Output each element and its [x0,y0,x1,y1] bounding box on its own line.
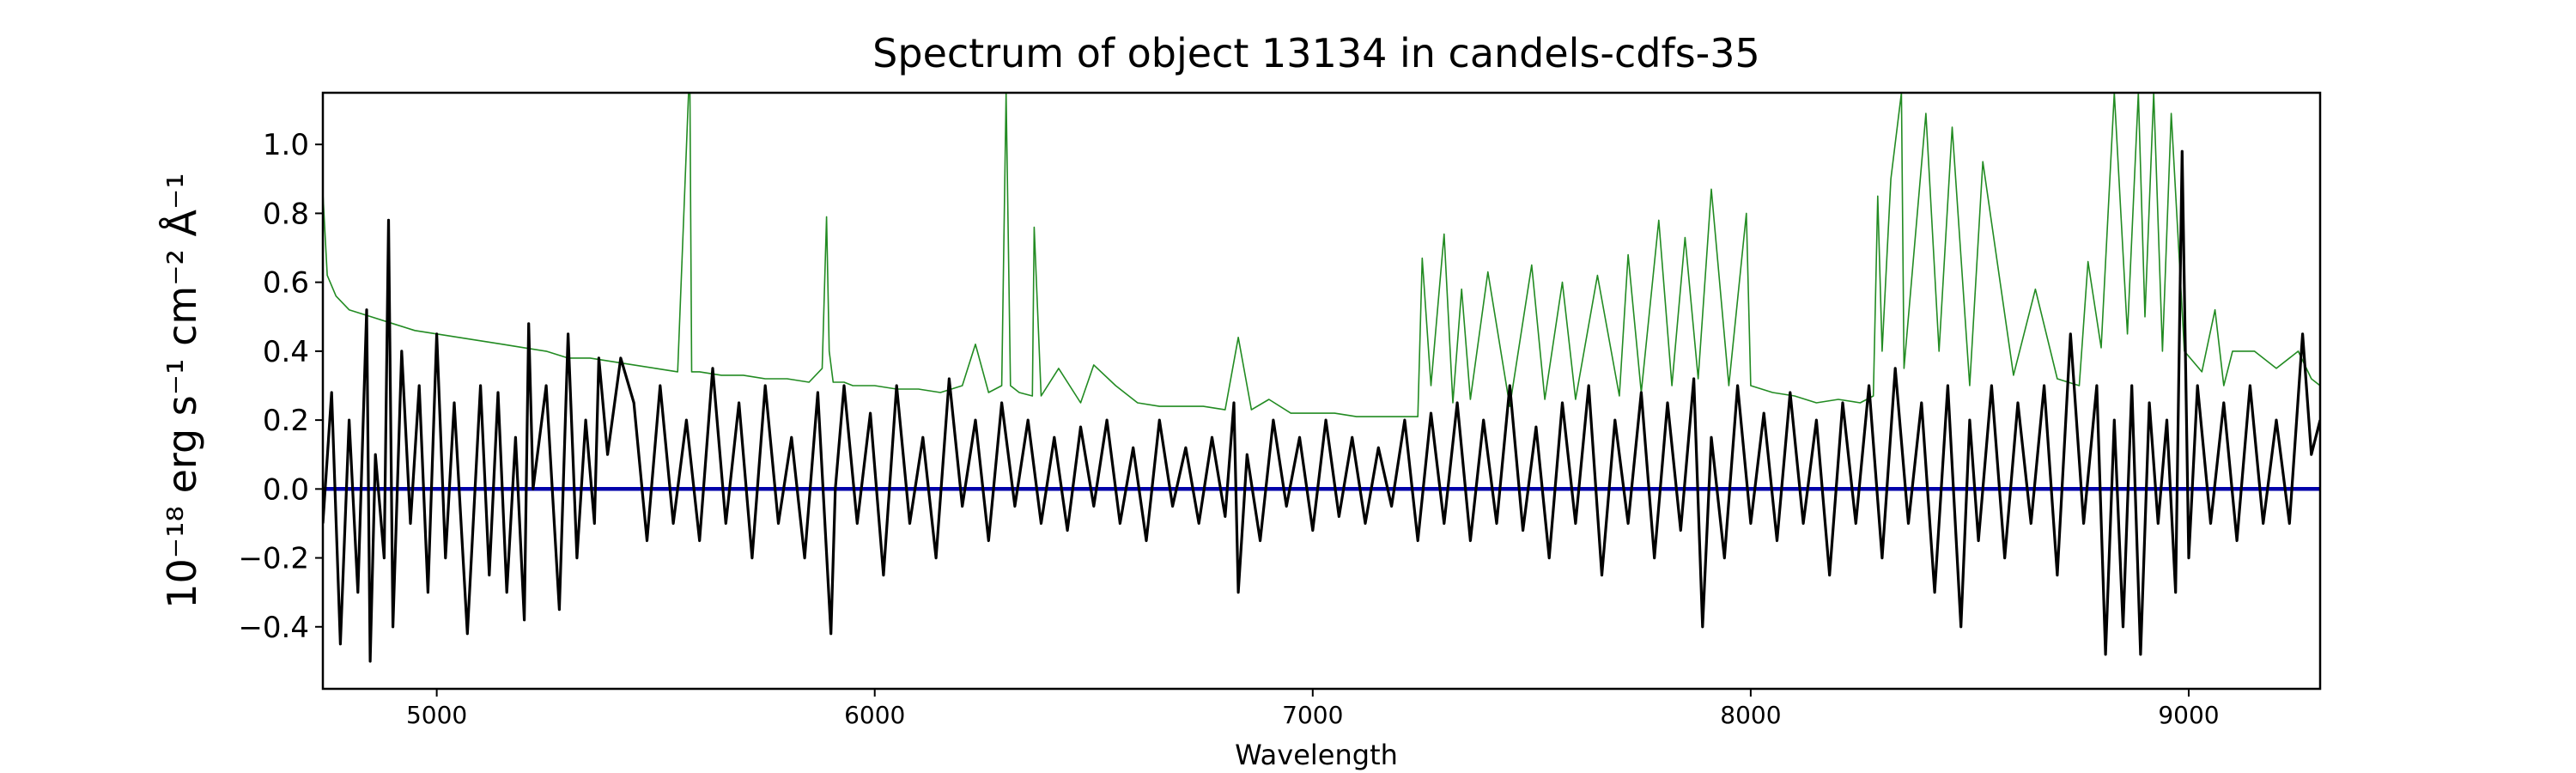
y-tick-label: 0.8 [263,197,309,231]
y-tick-label: 0.2 [263,404,309,438]
plot-frame [321,91,2322,691]
x-axis-label: Wavelength [1235,739,1398,771]
y-tick-label: 0.0 [263,472,309,507]
y-axis-label: 10⁻¹⁸ erg s⁻¹ cm⁻² Å⁻¹ [159,173,205,608]
x-tick-label: 5000 [406,701,467,729]
x-tick-label: 9000 [2158,701,2219,729]
y-tick-label: −0.2 [238,542,309,576]
series-layer [323,93,2320,663]
x-tick-label: 7000 [1282,701,1343,729]
y-tick-label: 0.4 [263,335,309,369]
chart-title: Spectrum of object 13134 in candels-cdfs… [872,30,1760,76]
tick-layer: 5000 6000 7000 8000 9000 −0.4 −0.2 0.0 0.2 0.4 0.6… [238,128,2219,729]
y-tick-label: −0.4 [238,611,309,645]
y-tick-label: 0.6 [263,266,309,301]
series-line-3 [323,149,2320,663]
y-tick-label: 1.0 [263,128,309,162]
series-line-1 [323,93,2320,417]
x-tick-label: 6000 [844,701,905,729]
x-tick-label: 8000 [1720,701,1781,729]
